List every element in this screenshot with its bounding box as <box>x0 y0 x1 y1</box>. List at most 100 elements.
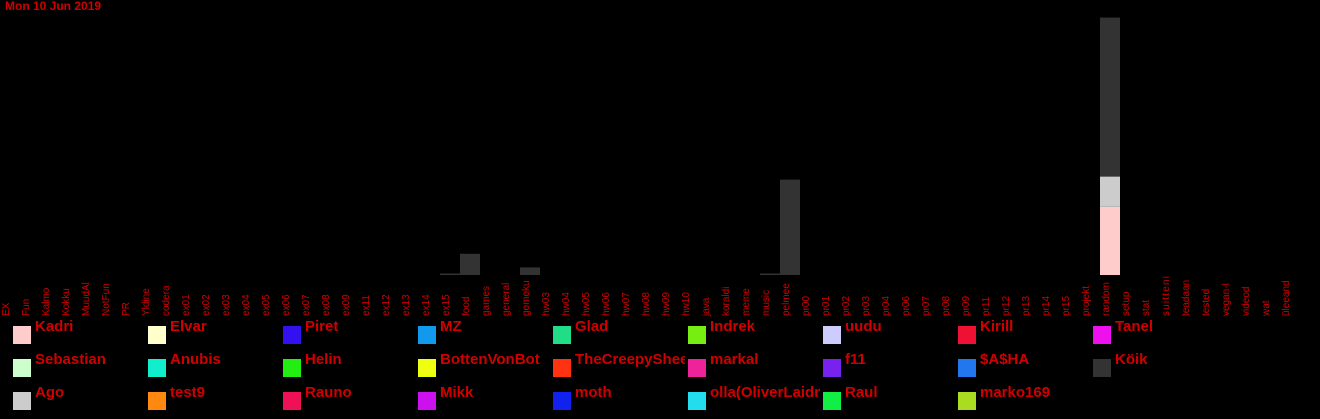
x-tick-label: ex05 <box>261 294 272 316</box>
x-tick-label: hw05 <box>581 292 592 316</box>
x-tick-label: teadaan <box>1181 280 1192 316</box>
legend-label: marko169 <box>980 384 1051 401</box>
x-tick-label: üleeand <box>1281 280 1292 316</box>
x-tick-label: ex15 <box>441 294 452 316</box>
x-tick-label: ex01 <box>181 294 192 316</box>
legend-label: Mikk <box>440 384 474 401</box>
legend-label: Tanel <box>1115 318 1154 335</box>
legend-swatch <box>148 392 166 410</box>
legend-swatch <box>688 326 706 344</box>
legend-label: Helin <box>305 351 342 368</box>
bar-food-Köik <box>460 253 480 275</box>
legend-swatch <box>688 392 706 410</box>
bar-random-Kadri <box>1100 206 1120 275</box>
legend-swatch <box>13 326 31 344</box>
x-tick-label: general <box>501 283 512 316</box>
x-tick-label: food <box>461 297 472 316</box>
x-tick-label: ex02 <box>201 294 212 316</box>
x-tick-label: pr14 <box>1041 296 1052 316</box>
x-tick-label: ex04 <box>241 294 252 316</box>
legend-swatch <box>823 359 841 377</box>
x-tick-label: wat <box>1261 300 1272 317</box>
legend-swatch <box>958 359 976 377</box>
legend-swatch <box>283 392 301 410</box>
x-tick-label: projekt <box>1081 286 1092 316</box>
legend-swatch <box>148 326 166 344</box>
x-tick-label: Kokku <box>61 288 72 316</box>
legend-swatch <box>1093 326 1111 344</box>
x-tick-label: pr01 <box>821 296 832 316</box>
bar-ex15-Köik <box>440 273 460 275</box>
x-tick-label: pr00 <box>801 296 812 316</box>
x-tick-label: ex07 <box>301 294 312 316</box>
x-tick-label: videod <box>1241 287 1252 316</box>
legend-label: Anubis <box>170 351 221 368</box>
legend-swatch <box>553 392 571 410</box>
legend-swatch <box>823 392 841 410</box>
x-tick-label: pr13 <box>1021 296 1032 316</box>
x-tick-label: pr02 <box>841 296 852 316</box>
x-tick-label: EX <box>1 302 12 316</box>
legend-label: Ago <box>35 384 65 401</box>
legend-swatch <box>1093 359 1111 377</box>
x-tick-label: pr11 <box>981 296 992 316</box>
bar-gomoku-Köik <box>520 267 540 275</box>
legend-swatch <box>418 326 436 344</box>
x-tick-label: gomoku <box>521 280 532 316</box>
legend-label: TheCreepySheep <box>575 351 685 368</box>
x-tick-label: hw09 <box>661 292 672 316</box>
x-tick-label: hw06 <box>601 292 612 316</box>
legend-swatch <box>958 326 976 344</box>
x-tick-label: music <box>761 290 772 316</box>
legend-label: MZ <box>440 318 462 335</box>
x-tick-label: hw08 <box>641 292 652 316</box>
x-tick-label: ex06 <box>281 294 292 316</box>
x-tick-label: hw10 <box>681 292 692 316</box>
legend-swatch <box>688 359 706 377</box>
x-tick-label: java <box>701 297 712 317</box>
x-tick-label: pr09 <box>961 296 972 316</box>
x-tick-label: random <box>1101 282 1112 316</box>
x-tick-label: games <box>481 286 492 316</box>
legend-swatch <box>418 392 436 410</box>
legend-swatch <box>283 359 301 377</box>
x-tick-label: ex03 <box>221 294 232 316</box>
legend-label: markal <box>710 351 759 368</box>
date-label: Mon 10 Jun 2019 <box>5 0 102 13</box>
x-tick-label: pr08 <box>941 296 952 316</box>
x-tick-label: stat <box>1141 300 1152 316</box>
legend-label: Glad <box>575 318 609 335</box>
legend-label: Kadri <box>35 318 74 335</box>
bar-pelmee-Köik <box>780 179 800 275</box>
legend-swatch <box>823 326 841 344</box>
bar-random-Köik <box>1100 17 1120 177</box>
bar-music-Köik <box>760 273 780 275</box>
bar-random-Ago <box>1100 176 1120 207</box>
legend-label: Elvar <box>170 318 207 335</box>
legend-swatch <box>418 359 436 377</box>
x-tick-label: meme <box>741 288 752 316</box>
legend-swatch <box>958 392 976 410</box>
legend-label: f11 <box>845 351 866 368</box>
x-tick-label: ex13 <box>401 294 412 316</box>
legend-label: BottenVonBot <box>440 351 540 368</box>
legend-label: Köik <box>1115 351 1148 368</box>
x-tick-label: pr12 <box>1001 296 1012 316</box>
x-tick-label: ex12 <box>381 294 392 316</box>
x-tick-label: Kalmo <box>41 287 52 316</box>
x-tick-label: ex09 <box>341 294 352 316</box>
x-tick-label: vegan-l <box>1221 283 1232 316</box>
x-tick-label: hw04 <box>561 292 572 316</box>
legend-swatch <box>553 326 571 344</box>
legend-label: test9 <box>170 384 206 401</box>
legend-label: Kirill <box>980 318 1014 335</box>
x-tick-label: pr04 <box>881 296 892 316</box>
legend-swatch <box>13 359 31 377</box>
x-tick-label: hw03 <box>541 292 552 316</box>
x-tick-label: pr03 <box>861 296 872 316</box>
x-tick-label: Fun <box>21 299 32 316</box>
x-tick-label: suitteni <box>1161 276 1172 316</box>
legend-label: Piret <box>305 318 339 335</box>
legend-label: Raul <box>845 384 878 401</box>
x-tick-label: koraldi <box>721 287 732 316</box>
